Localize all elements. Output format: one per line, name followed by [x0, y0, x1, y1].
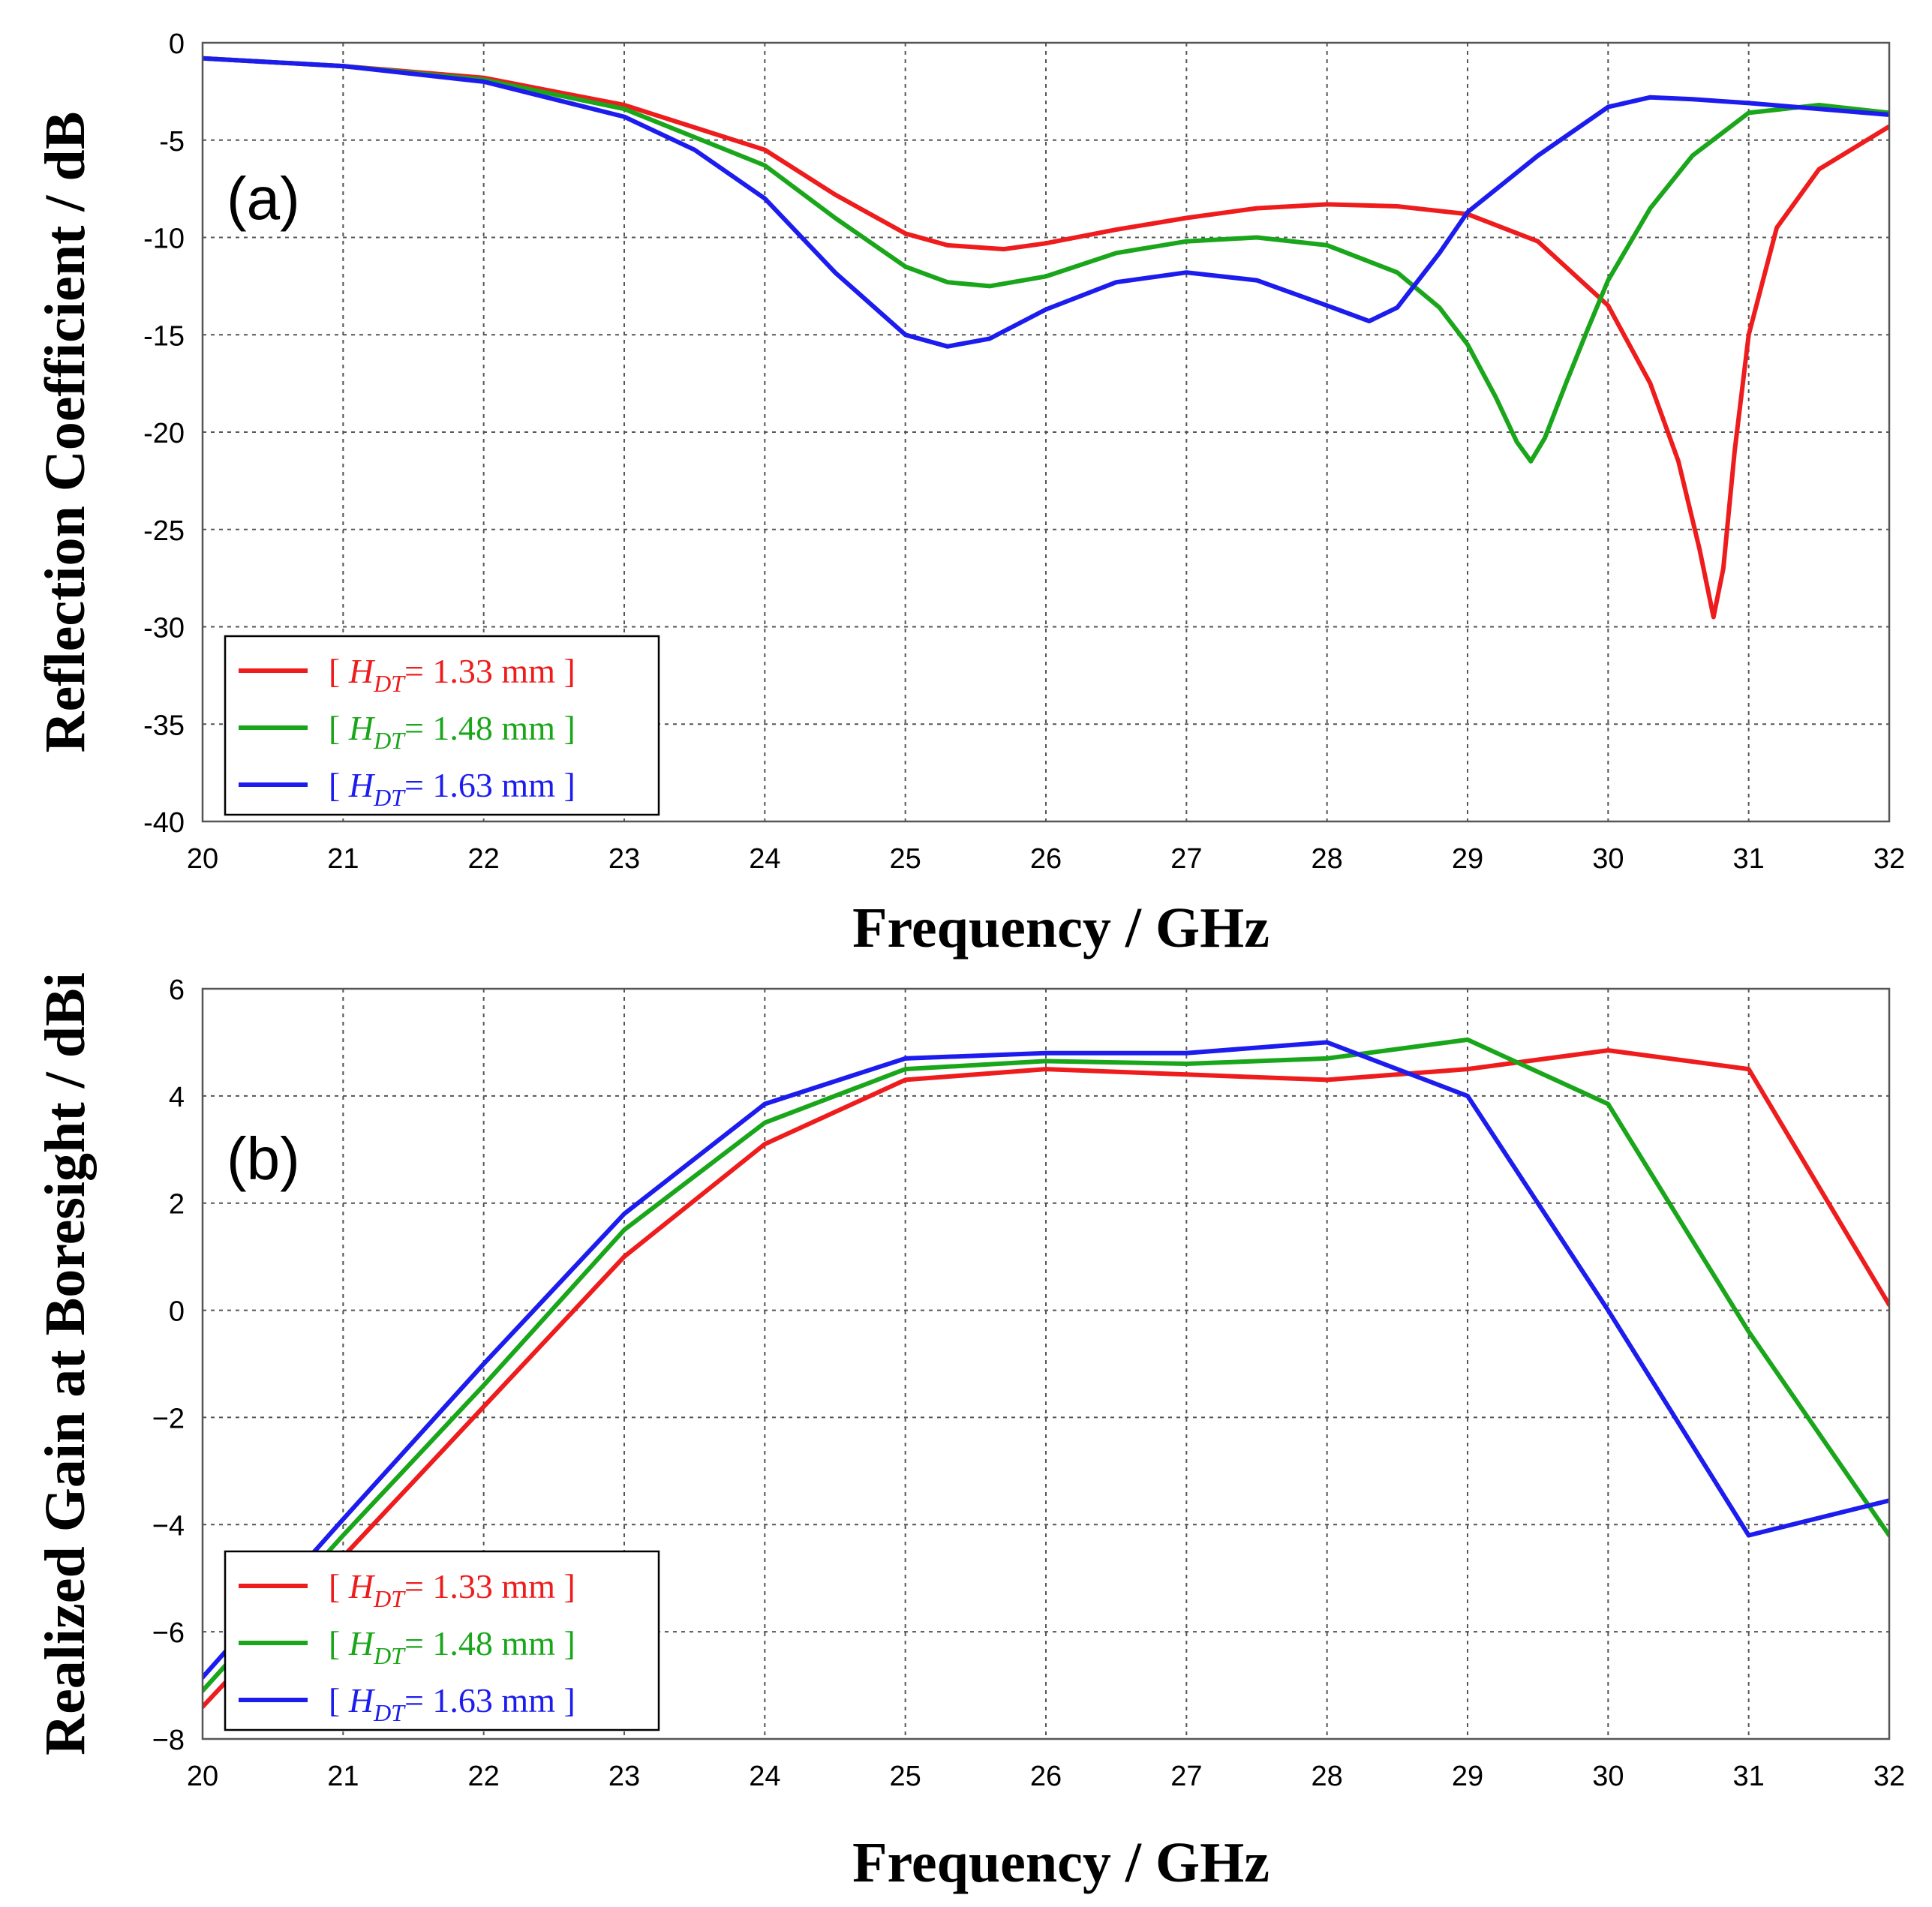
x-tick-label: 31	[1733, 843, 1765, 875]
x-tick-label: 29	[1452, 843, 1483, 875]
legend-entry: [ HDT= 1.63 mm ]	[329, 1681, 575, 1726]
series-line-3	[203, 56, 1889, 349]
panel-b-realized-gain: 20 21 22 23 24 25 26 27 28 29 30 31 326420−2−4−6−8(b…	[34, 972, 1905, 1894]
x-tick-label: 27	[1170, 843, 1202, 875]
x-tick-label: 23	[608, 843, 640, 875]
legend-legend-symbol: H	[348, 652, 376, 690]
panel-label: (b)	[227, 1125, 300, 1192]
x-tick-label: 21	[327, 843, 359, 875]
legend-legend-subscript: DT	[373, 1585, 406, 1612]
legend: [ HDT= 1.33 mm ][ HDT= 1.48 mm ][ HDT= 1…	[224, 635, 660, 816]
x-tick-label: 24	[749, 843, 780, 875]
legend-legend-symbol: H	[348, 709, 376, 747]
y-tick-label: 0	[169, 1296, 185, 1328]
x-tick-label: 32	[1873, 843, 1905, 875]
x-tick-label: 22	[468, 843, 500, 875]
y-tick-label: −2	[152, 1403, 185, 1434]
x-tick-label: 23	[608, 1761, 640, 1792]
x-tick-label: 26	[1030, 1761, 1062, 1792]
x-tick-label: 20	[187, 1761, 218, 1792]
legend-legend-prefix: [	[329, 709, 349, 747]
plot-frame	[201, 41, 1891, 823]
y-tick-label: −6	[152, 1617, 185, 1649]
legend: [ HDT= 1.33 mm ][ HDT= 1.48 mm ][ HDT= 1…	[224, 1550, 660, 1731]
x-tick-label: 28	[1312, 1761, 1343, 1792]
y-tick-label: -25	[143, 515, 185, 547]
panel-a-reflection-coefficient: 20 21 22 23 24 25 26 27 28 29 30 31 32 0 -5 -10 -15 -20 -2…	[34, 29, 1905, 960]
x-tick-label: 30	[1592, 1761, 1624, 1792]
series-line-1	[203, 1048, 1889, 1710]
legend-legend-value: = 1.63 mm ]	[404, 1681, 575, 1719]
legend-legend-subscript: DT	[373, 670, 406, 697]
series-group	[203, 1037, 1889, 1710]
y-tick-label: -40	[143, 807, 185, 839]
series-group	[203, 56, 1889, 620]
legend-legend-prefix: [	[329, 1567, 349, 1605]
legend-legend-subscript: DT	[373, 784, 406, 811]
legend-legend-subscript: DT	[373, 1642, 406, 1669]
x-tick-label: 32	[1873, 1761, 1905, 1792]
y-tick-label: -5	[159, 126, 185, 158]
legend-legend-value: = 1.48 mm ]	[404, 1624, 575, 1662]
x-axis-title: Frequency / GHz	[852, 1831, 1269, 1894]
series-line-1	[203, 56, 1889, 620]
legend-legend-symbol: H	[348, 766, 376, 804]
legend-legend-subscript: DT	[373, 1699, 406, 1726]
x-tick-label: 26	[1030, 843, 1062, 875]
legend-legend-subscript: DT	[373, 727, 406, 754]
y-tick-label: −8	[152, 1725, 185, 1756]
legend-entry: [ HDT= 1.33 mm ]	[329, 652, 575, 697]
y-tick-label: -35	[143, 710, 185, 741]
y-tick-label: 2	[169, 1189, 185, 1221]
x-tick-label: 31	[1733, 1761, 1765, 1792]
y-tick-label: −4	[152, 1510, 185, 1542]
series-line-3	[203, 1040, 1889, 1680]
x-tick-label: 27	[1170, 1761, 1202, 1792]
x-tick-label: 20	[187, 843, 218, 875]
x-tick-label: 22	[468, 1761, 500, 1792]
legend-legend-value: = 1.33 mm ]	[404, 652, 575, 690]
plot-frame	[201, 987, 1891, 1740]
y-tick-label: 4	[169, 1082, 185, 1113]
legend-legend-prefix: [	[329, 652, 349, 690]
x-tick-label: 24	[749, 1761, 780, 1792]
x-tick-label: 30	[1592, 843, 1624, 875]
y-tick-label: -15	[143, 320, 185, 352]
legend-entry: [ HDT= 1.48 mm ]	[329, 709, 575, 754]
series-line-2	[203, 1037, 1889, 1693]
x-tick-label: 25	[890, 843, 921, 875]
y-tick-label: 6	[169, 975, 185, 1006]
legend-legend-prefix: [	[329, 766, 349, 804]
legend-legend-value: = 1.48 mm ]	[404, 709, 575, 747]
y-tick-label: 0	[169, 29, 185, 60]
legend-legend-value: = 1.33 mm ]	[404, 1567, 575, 1605]
legend-entry: [ HDT= 1.63 mm ]	[329, 766, 575, 811]
x-tick-label: 21	[327, 1761, 359, 1792]
x-tick-label: 25	[890, 1761, 921, 1792]
y-axis-title: Realized Gain at Boresight / dBi	[34, 972, 97, 1755]
legend-entry: [ HDT= 1.33 mm ]	[329, 1567, 575, 1612]
legend-legend-prefix: [	[329, 1624, 349, 1662]
legend-entry: [ HDT= 1.48 mm ]	[329, 1624, 575, 1669]
y-tick-label: -10	[143, 224, 185, 255]
y-tick-label: -30	[143, 613, 185, 644]
x-tick-label: 29	[1452, 1761, 1483, 1792]
legend-legend-value: = 1.63 mm ]	[404, 766, 575, 804]
legend-legend-symbol: H	[348, 1567, 376, 1605]
panel-label: (a)	[227, 165, 300, 232]
x-tick-label: 28	[1312, 843, 1343, 875]
y-tick-label: -20	[143, 418, 185, 449]
x-axis-title: Frequency / GHz	[852, 896, 1269, 960]
legend-legend-symbol: H	[348, 1624, 376, 1662]
legend-legend-prefix: [	[329, 1681, 349, 1719]
legend-legend-symbol: H	[348, 1681, 376, 1719]
y-axis-title: Reflection Coefficient / dB	[34, 112, 97, 753]
series-line-2	[203, 56, 1889, 464]
